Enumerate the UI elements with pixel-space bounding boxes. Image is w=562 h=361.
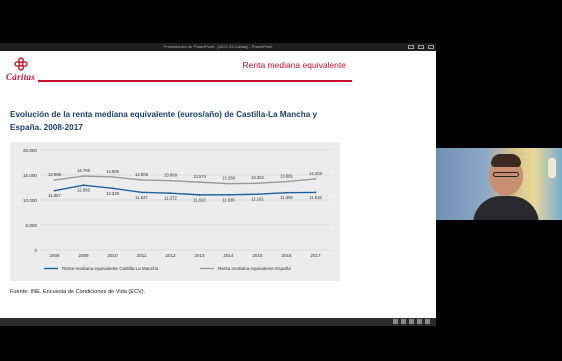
data-label: 11.035: [222, 197, 235, 202]
person-hair: [491, 154, 521, 167]
window-controls: [408, 43, 434, 51]
glasses-icon: [493, 172, 519, 177]
data-label: 12.329: [106, 191, 119, 196]
x-tick-label: 2013: [194, 253, 205, 258]
data-label: 13.574: [193, 174, 206, 179]
x-tick-label: 2010: [107, 253, 118, 258]
data-point: [140, 191, 143, 194]
x-tick-label: 2008: [49, 253, 60, 258]
data-point: [53, 179, 56, 181]
data-label: 11.516: [309, 195, 322, 200]
reading-view-icon[interactable]: [409, 319, 414, 324]
data-label: 11.458: [280, 195, 293, 200]
y-tick-label: 0: [34, 248, 37, 253]
slide-canvas: Cáritas Renta mediana equivalente Evoluc…: [0, 51, 352, 321]
close-icon[interactable]: [428, 45, 434, 49]
y-tick-label: 15.000: [23, 173, 37, 178]
chart-panel: 0 5.000 10.000 15.000 20.000 2008 2009 2010 2011…: [10, 142, 340, 281]
data-point: [169, 192, 172, 195]
data-point: [227, 193, 230, 196]
chart-title: Evolución de la renta mediana equivalent…: [10, 110, 318, 132]
data-label: 14.009: [135, 172, 148, 177]
legend-label: Renta mediana equivalente Castilla La Ma…: [62, 266, 159, 271]
data-point: [285, 191, 288, 194]
status-bar: [0, 318, 436, 326]
x-tick-label: 2012: [165, 253, 176, 258]
line-chart: 0 5.000 10.000 15.000 20.000 2008 2009 2010 2011…: [23, 148, 330, 271]
data-label: 13.352: [251, 175, 264, 180]
data-label: 11.161: [251, 197, 264, 202]
data-point: [82, 175, 85, 177]
series-line: [54, 184, 316, 196]
maximize-icon[interactable]: [418, 45, 424, 49]
data-label: 13.868: [164, 173, 177, 178]
window-title: Presentación de PowerPoint - [2022-03 Cá…: [163, 44, 273, 49]
data-point: [53, 189, 56, 192]
data-point: [314, 191, 317, 194]
data-label: 11.857: [48, 193, 61, 198]
window-titlebar: Presentación de PowerPoint - [2022-03 Cá…: [0, 43, 436, 51]
normal-view-icon[interactable]: [393, 319, 398, 324]
x-tick-label: 2014: [223, 253, 234, 258]
view-controls: [393, 319, 430, 324]
data-point: [169, 179, 172, 182]
data-point: [285, 180, 288, 183]
webcam-video: [436, 148, 562, 220]
data-point: [256, 193, 259, 196]
minimize-icon[interactable]: [408, 45, 414, 49]
header-divider: [38, 80, 352, 82]
series-line: [54, 175, 316, 185]
data-label: 13.996: [48, 172, 61, 177]
x-tick-label: 2017: [310, 253, 321, 258]
caritas-cross-icon: [14, 57, 28, 71]
x-tick-label: 2009: [78, 253, 89, 258]
data-point: [198, 181, 201, 184]
source-note: Fuente: INE. Encuesta de Condiciones de …: [10, 289, 146, 295]
data-label: 13.269: [222, 176, 235, 181]
y-tick-label: 20.000: [23, 148, 37, 153]
data-label: 12.965: [77, 188, 90, 193]
data-label: 11.537: [135, 195, 148, 200]
zoom-slider[interactable]: [425, 319, 430, 324]
data-label: 14.203: [309, 171, 322, 176]
data-label: 14.605: [106, 169, 119, 174]
data-label: 11.372: [164, 196, 177, 201]
y-tick-label: 10.000: [23, 198, 37, 203]
data-point: [111, 176, 114, 178]
y-tick-label: 5.000: [26, 223, 38, 228]
data-point: [256, 182, 259, 185]
legend-label: Renta mediana equivalente España: [218, 266, 291, 271]
x-tick-label: 2015: [252, 253, 263, 258]
sorter-view-icon[interactable]: [401, 319, 406, 324]
powerpoint-window: Presentación de PowerPoint - [2022-03 Cá…: [0, 43, 436, 326]
person-torso: [473, 196, 539, 220]
data-label: 13.681: [280, 174, 293, 179]
data-point: [140, 179, 143, 181]
slide-header-title: Renta mediana equivalente: [242, 60, 347, 70]
data-point: [198, 193, 201, 196]
background-lamp: [548, 158, 556, 178]
slideshow-icon[interactable]: [417, 319, 422, 324]
data-point: [314, 178, 317, 180]
x-tick-label: 2011: [137, 253, 147, 258]
data-label: 11.023: [193, 197, 206, 202]
data-point: [227, 182, 230, 185]
data-label: 14.795: [77, 168, 90, 173]
caritas-logo: Cáritas: [6, 72, 36, 82]
data-point: [82, 184, 85, 187]
data-point: [111, 187, 114, 190]
x-tick-label: 2016: [281, 253, 292, 258]
